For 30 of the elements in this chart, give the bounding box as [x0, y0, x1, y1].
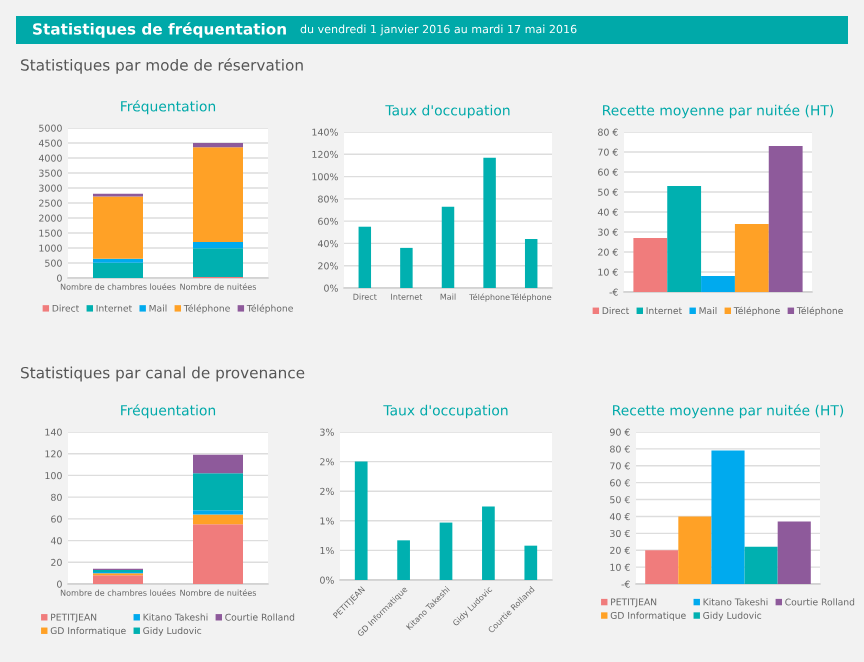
bar: [667, 186, 702, 292]
bar: [768, 146, 803, 292]
bar: [482, 506, 495, 580]
bar: [524, 545, 538, 580]
bar: [633, 238, 668, 292]
bar: [354, 461, 368, 580]
bar: [678, 516, 712, 584]
bar: [193, 454, 243, 474]
bar: [645, 550, 679, 584]
bar: [734, 224, 769, 292]
bar: [193, 514, 243, 525]
bar: [93, 575, 143, 584]
bar: [400, 247, 413, 288]
bar: [193, 473, 243, 511]
bar: [777, 521, 811, 584]
bar: [439, 522, 453, 580]
bar: [711, 450, 745, 584]
bar: [483, 157, 496, 288]
bar: [193, 524, 243, 584]
bar: [193, 242, 243, 249]
bar: [193, 248, 243, 278]
bar: [701, 276, 735, 292]
bar: [93, 262, 143, 278]
bar: [397, 540, 410, 580]
bar: [93, 196, 143, 259]
bar: [193, 147, 243, 242]
bar: [441, 206, 455, 288]
bar: [744, 546, 778, 584]
bar: [524, 238, 538, 288]
bar: [358, 226, 372, 288]
